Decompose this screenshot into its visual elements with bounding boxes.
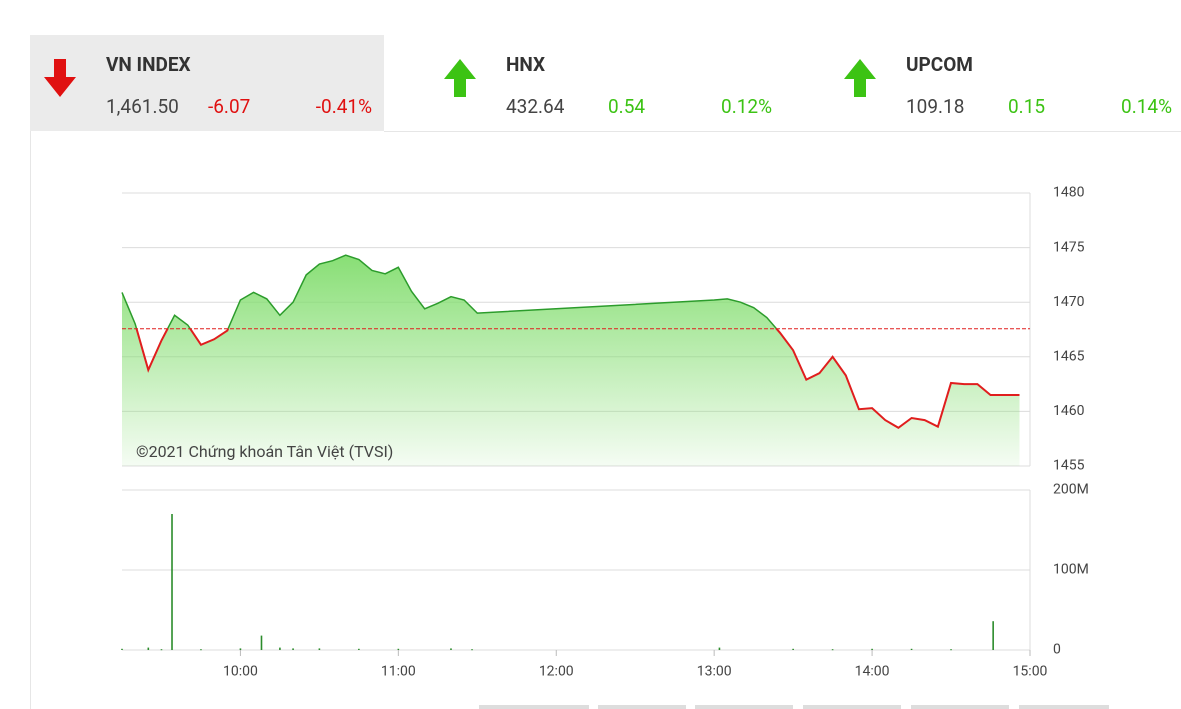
index-name: UPCOM (906, 53, 973, 76)
volume-bar (450, 648, 452, 650)
volume-bar (200, 649, 202, 651)
volume-bar (318, 648, 321, 650)
volume-bar (792, 648, 794, 650)
y-tick-label: 1480 (1053, 185, 1085, 201)
tab-button[interactable] (1019, 705, 1109, 709)
up-arrow (844, 59, 876, 97)
volume-bar (471, 649, 473, 651)
x-tick-label: 11:00 (381, 664, 416, 680)
volume-bar (239, 648, 242, 650)
index-percent: 0.12% (721, 95, 772, 118)
up-arrow (444, 59, 476, 97)
y-tick-label: 1470 (1053, 294, 1085, 310)
volume-bar (171, 514, 173, 650)
border (384, 131, 1181, 132)
volume-bar (871, 648, 873, 650)
volume-bar (831, 649, 834, 651)
volume-bar (292, 648, 294, 650)
price-line-up (121, 254, 778, 329)
index-card[interactable]: UPCOM 109.18 0.15 0.14% (830, 35, 1181, 131)
price-line-down (135, 328, 1020, 429)
volume-bar (160, 649, 163, 651)
index-name: HNX (506, 53, 546, 76)
volume-bar (279, 647, 281, 650)
y-tick-label: 1465 (1053, 349, 1085, 365)
index-value: 1,461.50 (106, 95, 179, 118)
x-tick-label: 12:00 (539, 664, 574, 680)
x-tick-label: 15:00 (1013, 664, 1048, 680)
volume-bar (910, 648, 913, 650)
y-tick-label: 1455 (1053, 458, 1085, 474)
y-tick-label: 100M (1053, 562, 1089, 578)
index-change: 0.15 (1008, 95, 1046, 118)
volume-bar (121, 648, 123, 650)
index-card[interactable]: VN INDEX 1,461.50 -6.07 -0.41% (30, 35, 384, 131)
index-change: 0.54 (608, 95, 646, 118)
volume-bar (992, 621, 994, 650)
y-tick-label: 1460 (1053, 403, 1085, 419)
index-card[interactable]: HNX 432.64 0.54 0.12% (430, 35, 784, 131)
y-tick-label: 0 (1053, 642, 1061, 658)
price-area (122, 255, 1020, 466)
index-value: 109.18 (906, 95, 965, 118)
volume-bar (358, 648, 360, 650)
tab-button[interactable] (911, 705, 1009, 709)
index-percent: 0.14% (1121, 95, 1172, 118)
index-name: VN INDEX (106, 53, 191, 76)
volume-bar (147, 647, 150, 650)
x-tick-label: 13:00 (697, 664, 732, 680)
volume-bar (397, 648, 400, 650)
tab-button[interactable] (803, 705, 901, 709)
volume-bar (950, 649, 952, 651)
index-percent: -0.41% (315, 95, 372, 118)
tab-button[interactable] (598, 705, 686, 709)
index-change: -6.07 (208, 95, 251, 118)
tab-button[interactable] (479, 705, 589, 709)
copyright: ©2021 Chứng khoán Tân Việt (TVSI) (136, 442, 393, 461)
y-tick-label: 1475 (1053, 239, 1085, 255)
x-tick-label: 10:00 (223, 664, 258, 680)
x-tick-label: 14:00 (855, 664, 890, 680)
volume-bar (260, 635, 263, 650)
down-arrow (44, 59, 76, 97)
y-tick-label: 200M (1053, 482, 1089, 498)
tab-button[interactable] (695, 705, 793, 709)
volume-bar (718, 647, 721, 650)
border (30, 131, 31, 709)
index-value: 432.64 (506, 95, 565, 118)
